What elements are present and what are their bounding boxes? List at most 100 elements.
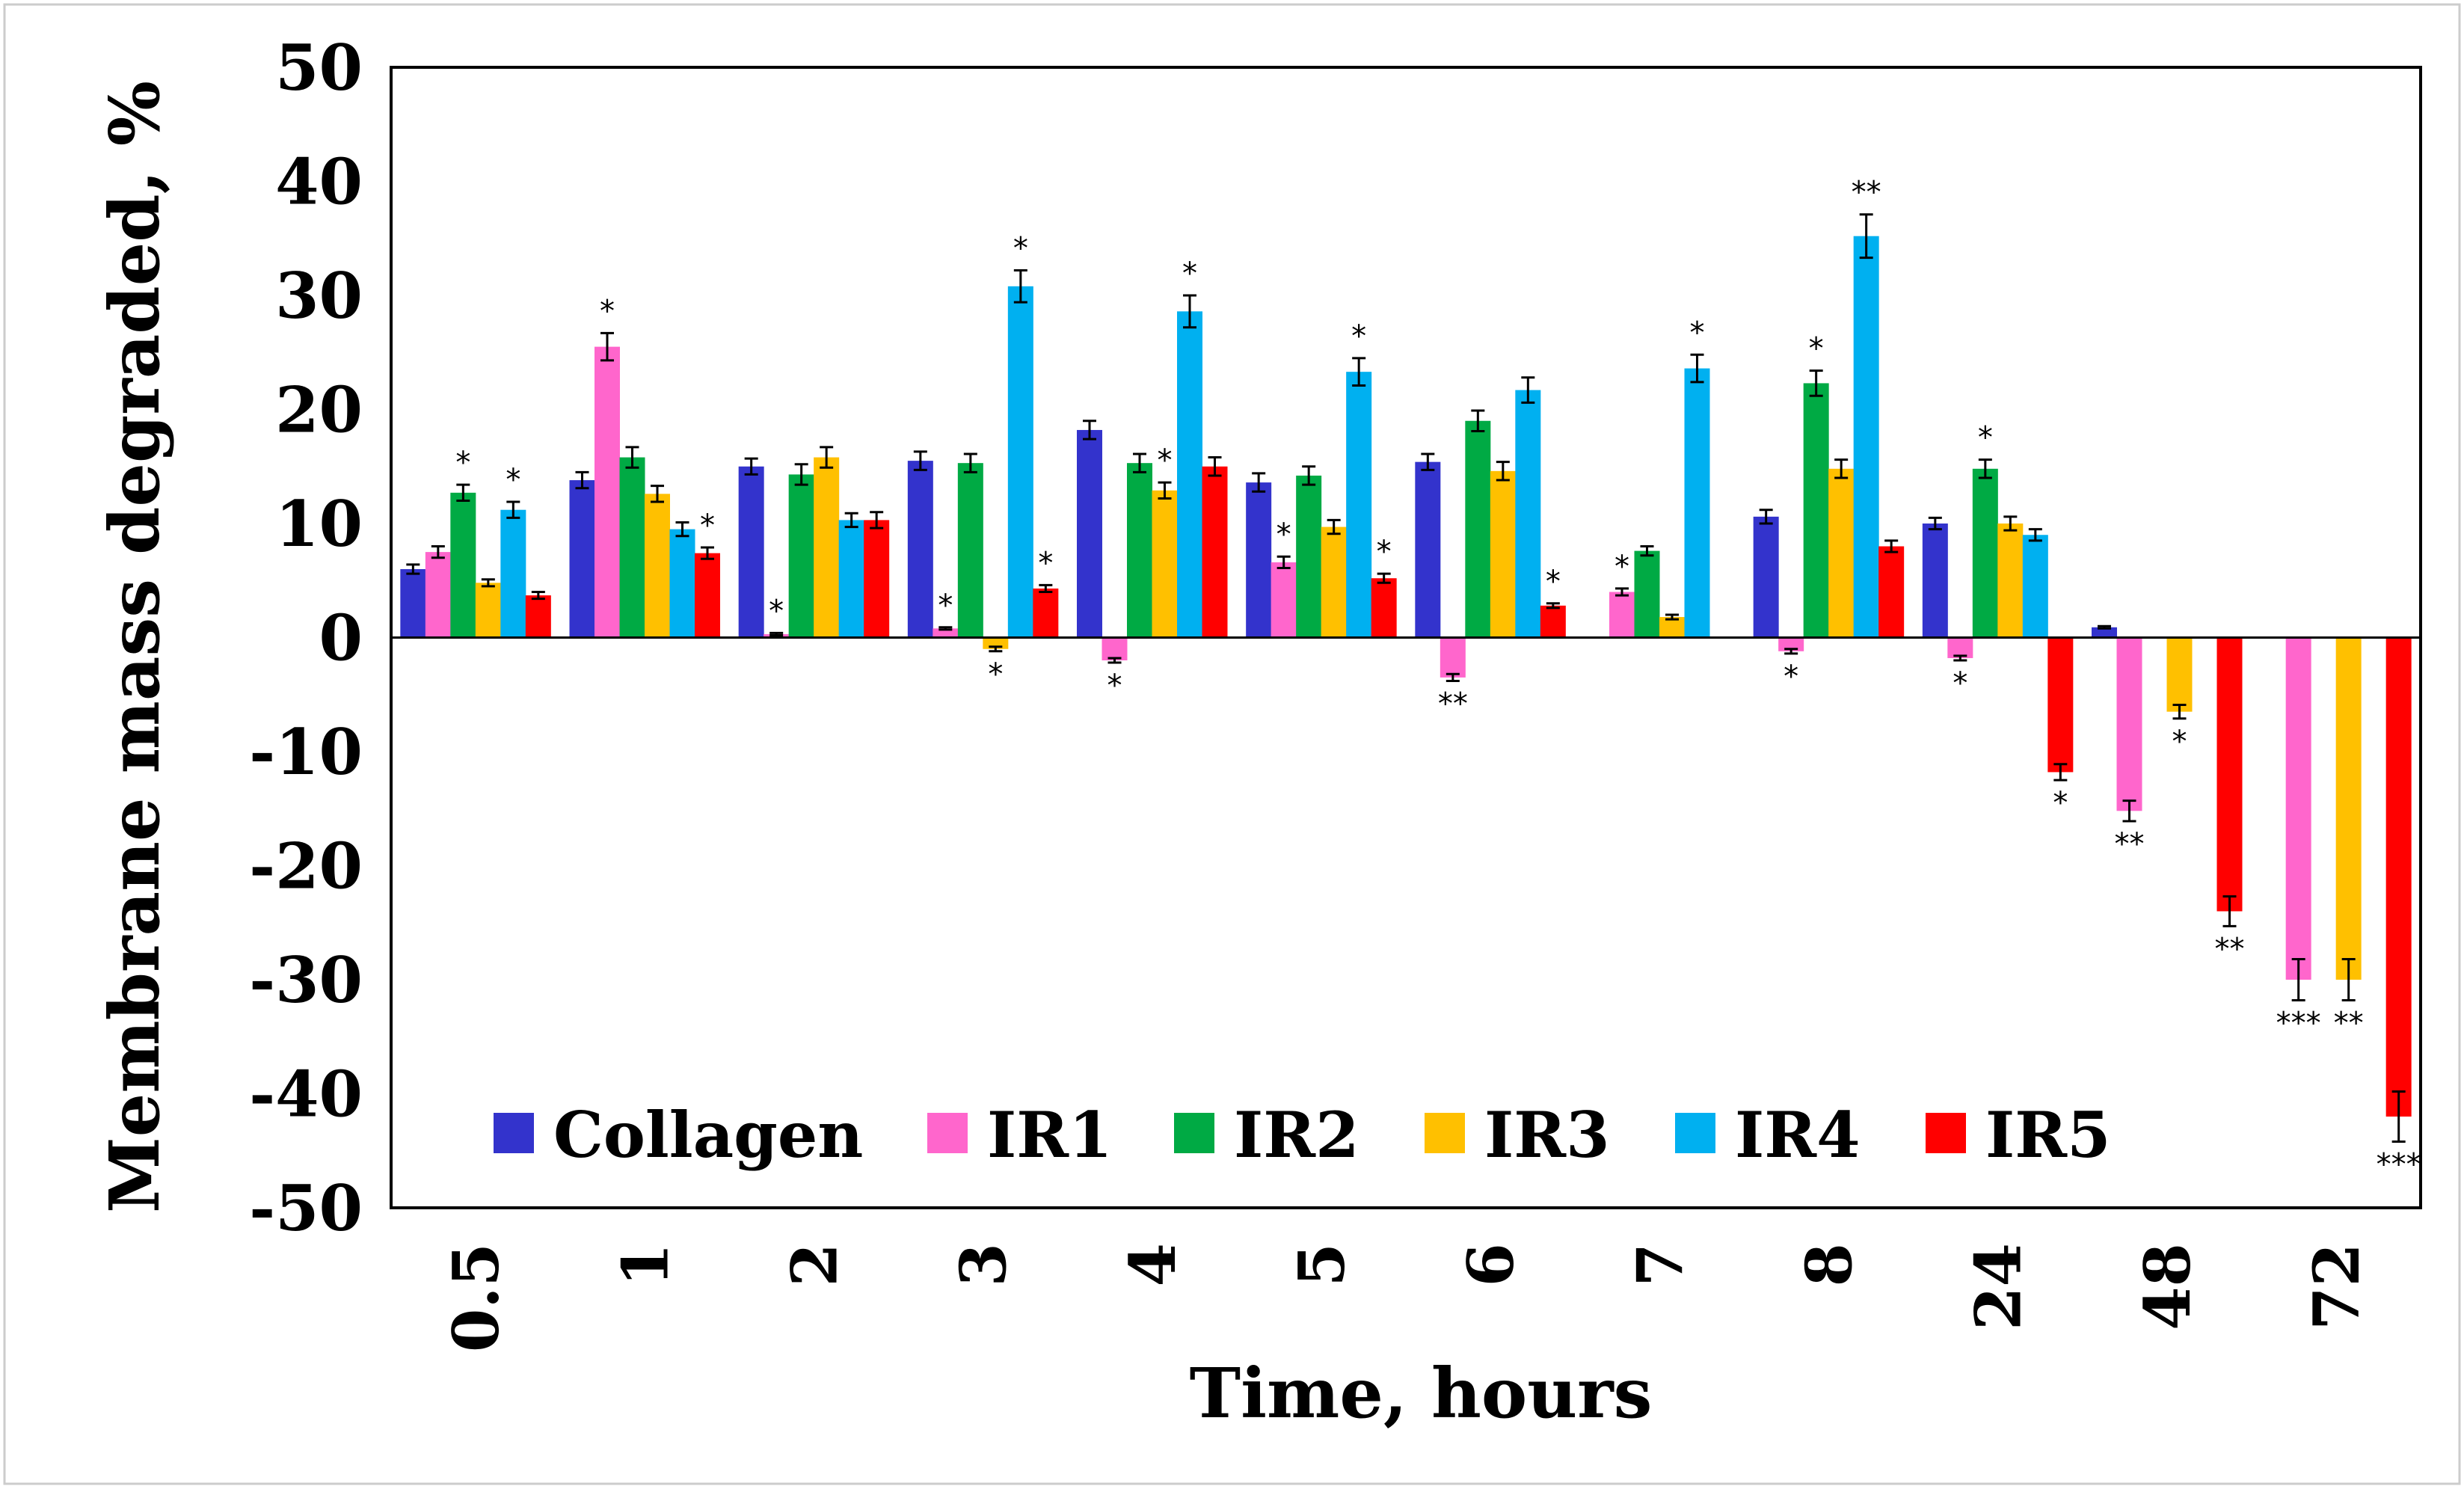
bar-ir5-48 xyxy=(2216,637,2243,912)
significance-label: *** xyxy=(2377,1148,2421,1182)
bar-ir3-4 xyxy=(1152,490,1178,638)
significance-label: * xyxy=(769,594,784,628)
significance-label: * xyxy=(1978,421,1993,455)
bar-ir1-6 xyxy=(1440,637,1466,678)
legend-swatch-ir2 xyxy=(1174,1113,1214,1153)
significance-label: * xyxy=(1784,660,1798,694)
significance-label: * xyxy=(1107,669,1122,703)
bar-ir1-5 xyxy=(1271,562,1297,638)
legend-swatch-ir4 xyxy=(1675,1113,1715,1153)
x-tick-label: 2 xyxy=(777,1243,851,1286)
y-tick-label: 40 xyxy=(275,145,363,219)
bar-ir3-7 xyxy=(1659,617,1685,638)
figure-border xyxy=(3,3,2461,1485)
significance-label: * xyxy=(1377,535,1392,569)
y-axis-title: Membrane mass degraded, % xyxy=(94,81,175,1213)
significance-label: * xyxy=(1953,666,1967,701)
legend-label-ir3: IR3 xyxy=(1484,1098,1610,1172)
bars-layer: ** ******* ****************** ***** ******** xyxy=(400,176,2421,1182)
significance-label: * xyxy=(2053,786,2068,820)
bar-ir1-8 xyxy=(1778,637,1804,651)
bar-ir5-4 xyxy=(1202,466,1228,638)
bar-ir1-1 xyxy=(595,346,620,638)
bar-ir2-2 xyxy=(788,474,814,638)
bar-ir3-6 xyxy=(1490,470,1516,638)
bar-ir5-0.5 xyxy=(525,595,551,638)
x-tick-label: 1 xyxy=(608,1243,682,1286)
significance-label: ** xyxy=(2215,932,2245,966)
bar-ir2-5 xyxy=(1296,475,1322,638)
bar-collagen-6 xyxy=(1415,461,1441,638)
legend-label-collagen: Collagen xyxy=(553,1098,863,1172)
y-tick-label: -10 xyxy=(249,715,363,789)
significance-label: * xyxy=(506,463,520,497)
significance-label: * xyxy=(700,509,715,543)
bar-collagen-0.5 xyxy=(400,569,426,638)
bar-ir4-1 xyxy=(669,529,695,638)
bar-ir1-48 xyxy=(2116,637,2142,811)
x-tick-label: 4 xyxy=(1116,1243,1190,1286)
legend-label-ir2: IR2 xyxy=(1234,1098,1359,1172)
x-tick-label: 72 xyxy=(2299,1243,2374,1330)
bar-collagen-24 xyxy=(1922,524,1948,638)
bar-collagen-2 xyxy=(738,466,764,638)
bar-ir3-48 xyxy=(2166,637,2193,712)
significance-label: * xyxy=(1690,316,1705,350)
bar-ir1-24 xyxy=(1947,637,1973,658)
bar-collagen-48 xyxy=(2092,627,2117,638)
bar-collagen-4 xyxy=(1077,429,1102,638)
bar-collagen-3 xyxy=(907,461,933,638)
significance-label: ** xyxy=(2334,1006,2364,1040)
bar-ir5-5 xyxy=(1371,578,1397,638)
significance-label: ** xyxy=(1438,687,1468,721)
bar-ir4-24 xyxy=(2022,535,2048,638)
bar-ir5-8 xyxy=(1878,546,1905,638)
legend-label-ir5: IR5 xyxy=(1985,1098,2111,1172)
bar-ir4-6 xyxy=(1515,390,1541,638)
bar-ir2-3 xyxy=(957,463,983,638)
x-tick-label: 7 xyxy=(1623,1243,1697,1286)
significance-label: * xyxy=(1546,565,1561,599)
bar-ir3-24 xyxy=(1997,524,2024,638)
y-axis-ticks: 50 40 30 20 10 0 -10 -20 -30 -40 -50 xyxy=(249,31,363,1245)
x-tick-label: 3 xyxy=(947,1243,1021,1286)
significance-label: * xyxy=(1038,546,1053,580)
significance-label: * xyxy=(1276,518,1291,552)
bar-ir3-5 xyxy=(1321,527,1347,638)
bar-ir5-1 xyxy=(695,553,720,638)
significance-label: ** xyxy=(2115,827,2145,862)
bar-ir1-4 xyxy=(1102,637,1128,660)
bar-ir5-2 xyxy=(864,520,890,638)
bar-collagen-8 xyxy=(1753,516,1779,638)
significance-label: ** xyxy=(1852,176,1881,210)
y-tick-label: -30 xyxy=(249,943,363,1017)
bar-ir4-5 xyxy=(1346,372,1372,638)
bar-ir2-7 xyxy=(1634,550,1660,638)
bar-ir2-6 xyxy=(1465,420,1491,638)
bar-ir3-8 xyxy=(1828,468,1855,638)
y-tick-label: 30 xyxy=(275,259,363,333)
bar-ir4-4 xyxy=(1177,311,1202,638)
significance-label: * xyxy=(600,294,615,328)
legend-label-ir1: IR1 xyxy=(987,1098,1113,1172)
significance-label: * xyxy=(1809,332,1824,366)
x-tick-label: 6 xyxy=(1454,1243,1528,1286)
x-tick-label: 0.5 xyxy=(439,1243,513,1352)
x-axis-ticks: 0.5 1 2 3 4 5 6 7 8 24 48 72 xyxy=(439,1243,2374,1352)
y-tick-label: 0 xyxy=(319,601,363,675)
bar-ir1-0.5 xyxy=(425,552,451,638)
bar-ir1-3 xyxy=(933,628,959,638)
bar-ir5-6 xyxy=(1540,605,1566,638)
legend-swatch-ir1 xyxy=(927,1113,968,1153)
y-tick-label: -50 xyxy=(249,1171,363,1245)
significance-label: *** xyxy=(2276,1006,2321,1040)
bar-ir3-1 xyxy=(645,494,670,638)
bar-ir1-7 xyxy=(1609,592,1635,638)
bar-ir3-2 xyxy=(814,457,840,638)
bar-ir5-24 xyxy=(2047,637,2074,773)
bar-ir3-0.5 xyxy=(475,583,501,638)
y-tick-label: -40 xyxy=(249,1057,363,1132)
x-axis-title: Time, hours xyxy=(1190,1353,1653,1434)
